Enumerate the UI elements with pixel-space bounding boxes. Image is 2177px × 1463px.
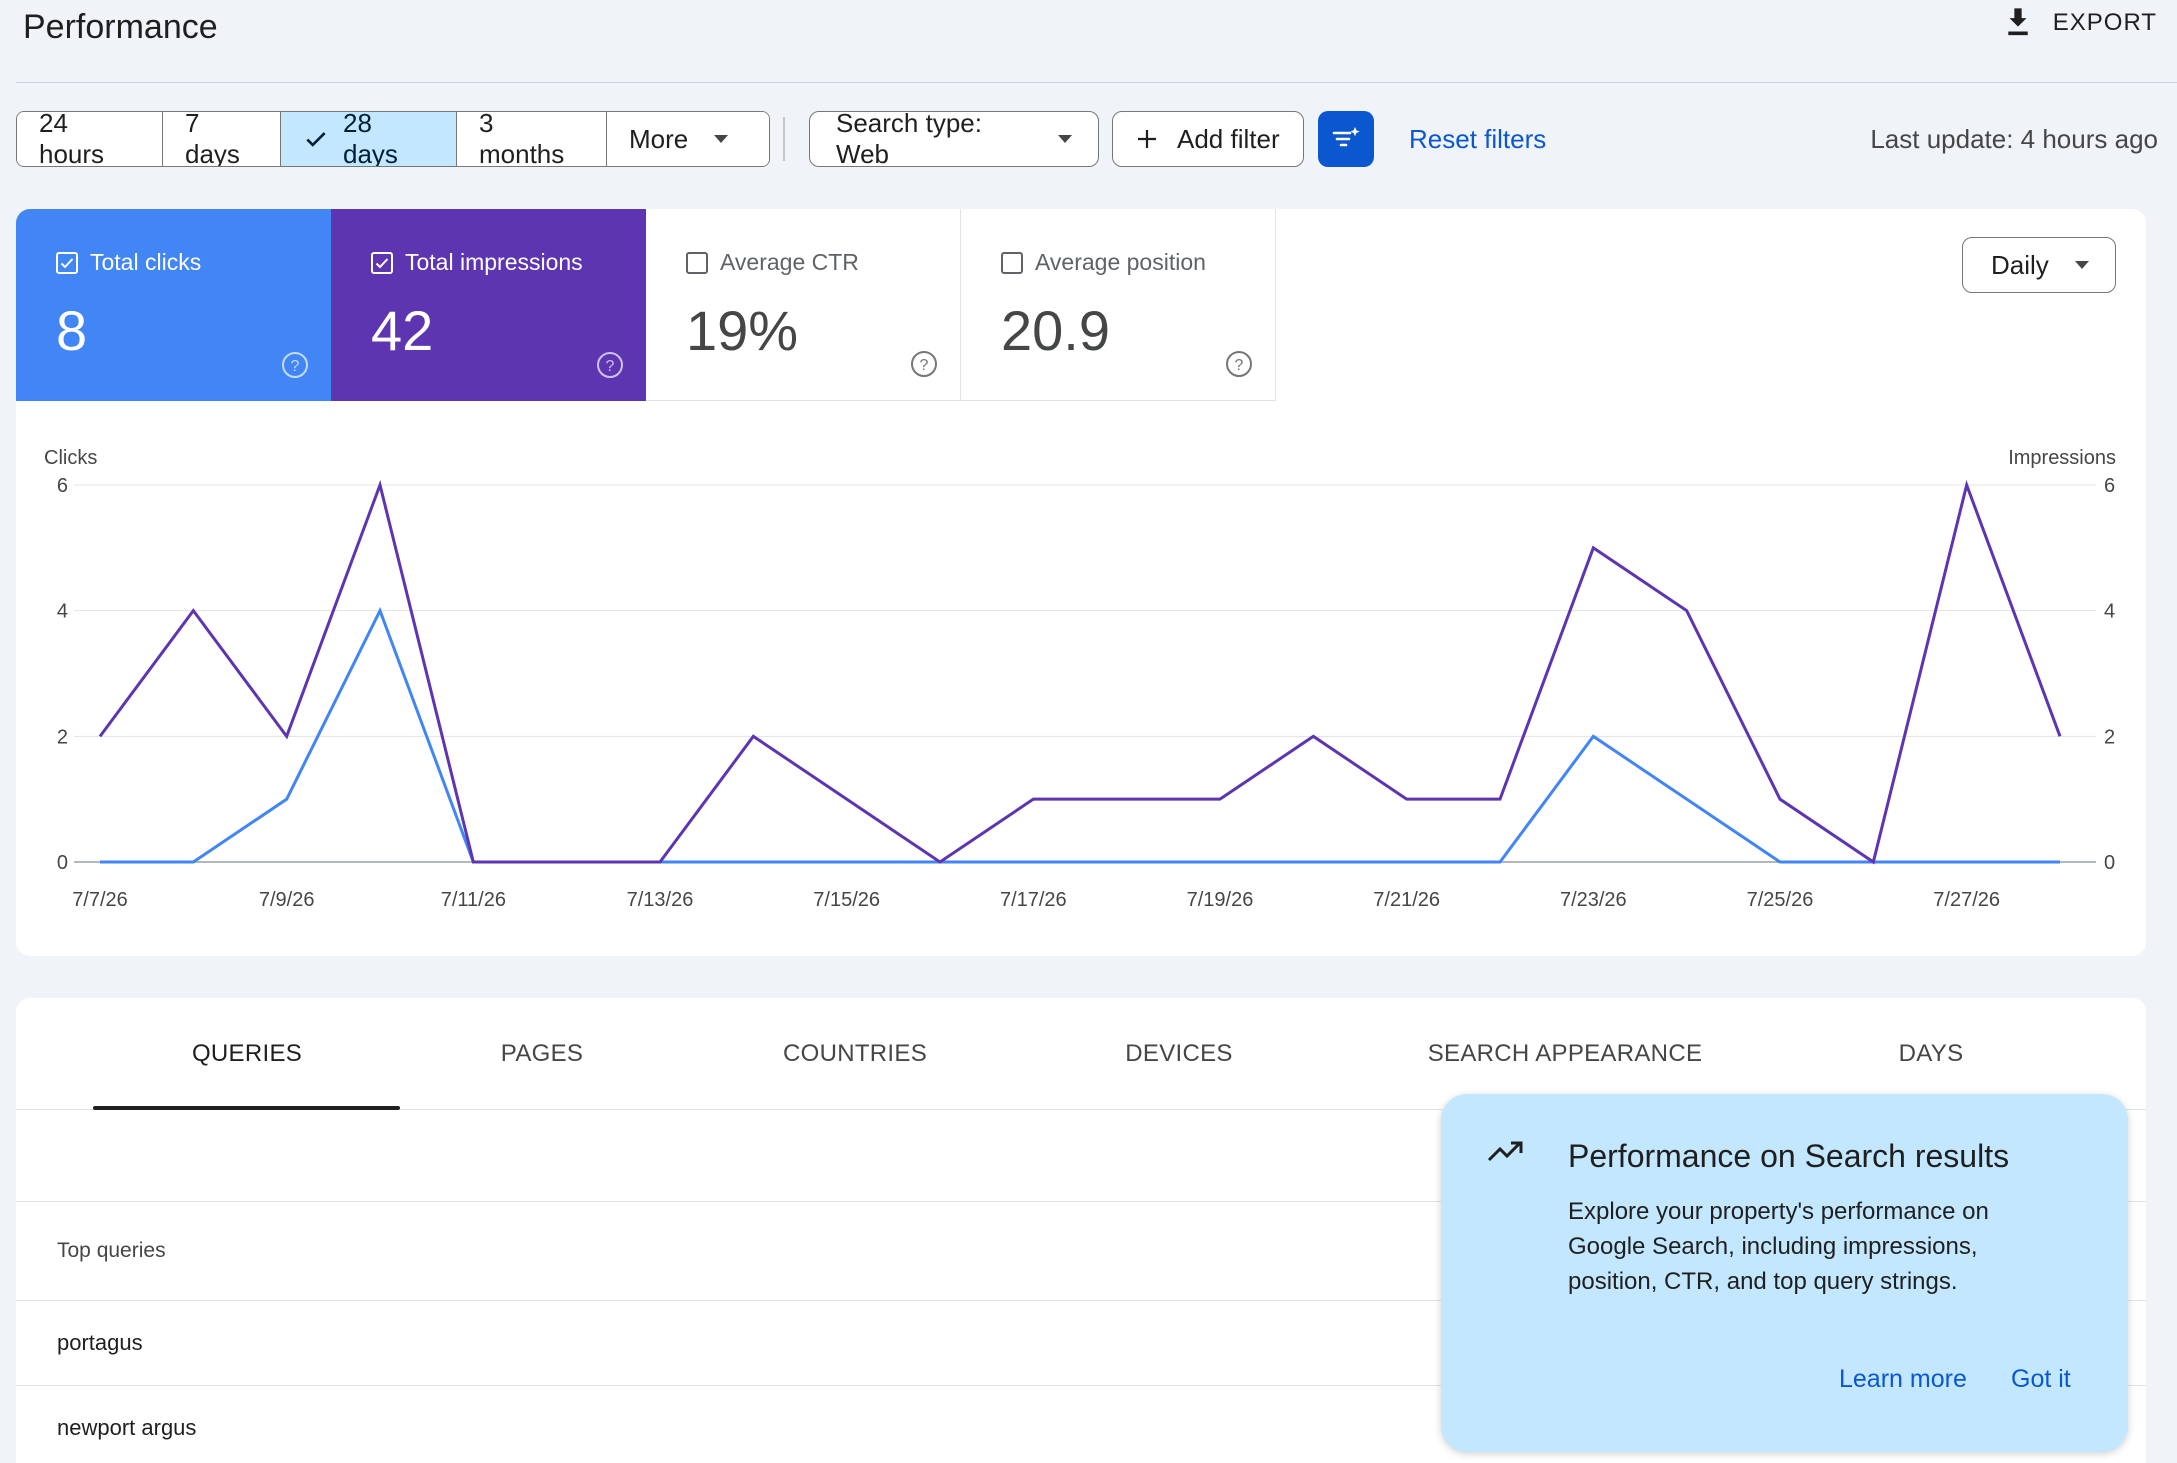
series-line-clicks xyxy=(100,606,2060,864)
performance-line-chart: Clicks Impressions 0 0 2 2 4 4 6 6 7/7/26 7/9/26… xyxy=(44,447,2116,911)
y-tick-label-right: 0 xyxy=(2104,852,2115,874)
x-tick-label: 7/27/26 xyxy=(1933,889,2000,911)
checkbox-checked-icon[interactable] xyxy=(371,251,393,274)
add-filter-button[interactable]: Add filter xyxy=(1112,111,1304,167)
y-tick-label-left: 6 xyxy=(57,475,68,497)
y-tick-label-left: 4 xyxy=(57,601,68,623)
x-tick-label: 7/15/26 xyxy=(813,889,880,911)
x-tick-label: 7/11/26 xyxy=(441,889,506,911)
plus-icon xyxy=(1138,130,1156,148)
metric-label: Total impressions xyxy=(405,249,583,275)
metric-label: Average position xyxy=(1035,249,1206,275)
x-tick-label: 7/7/26 xyxy=(72,889,128,911)
x-tick-label: 7/19/26 xyxy=(1187,889,1254,911)
table-row[interactable]: portagus xyxy=(57,1330,143,1355)
download-icon xyxy=(2008,8,2028,36)
x-tick-label: 7/23/26 xyxy=(1560,889,1627,911)
caret-down-icon xyxy=(2075,261,2089,269)
y-tick-label-left: 0 xyxy=(57,852,68,874)
feature-tip-popup: Performance on Search results Explore yo… xyxy=(1441,1094,2128,1452)
checkbox-unchecked-icon[interactable] xyxy=(1001,251,1023,274)
help-icon[interactable]: ? xyxy=(596,351,624,379)
dimension-tabs: QUERIES PAGES COUNTRIES DEVICES SEARCH A… xyxy=(16,998,2146,1110)
total-clicks-card[interactable]: Total clicks 8 ? xyxy=(16,209,331,401)
top-queries-header: Top queries xyxy=(57,1239,166,1262)
filter-sparkle-icon xyxy=(1332,127,1360,147)
range-28-days-button[interactable]: 28 days xyxy=(281,112,457,166)
date-range-selector: 24 hours 7 days 28 days 3 months More xyxy=(16,111,770,167)
page-title: Performance xyxy=(23,8,218,46)
learn-more-link[interactable]: Learn more xyxy=(1839,1365,1967,1393)
metric-value: 8 xyxy=(56,299,88,362)
row-divider xyxy=(16,1201,2146,1202)
x-tick-label: 7/25/26 xyxy=(1747,889,1814,911)
reset-filters-link[interactable]: Reset filters xyxy=(1409,124,1547,154)
metric-value: 20.9 xyxy=(1001,299,1110,362)
range-7-days-button[interactable]: 7 days xyxy=(163,112,281,166)
tab-queries[interactable]: QUERIES xyxy=(191,1040,303,1067)
right-axis-label: Impressions xyxy=(2008,447,2116,469)
y-tick-label-right: 2 xyxy=(2104,726,2115,748)
tab-days[interactable]: DAYS xyxy=(1898,1040,1964,1067)
check-icon xyxy=(306,132,326,147)
header-divider xyxy=(16,82,2177,83)
last-update-text: Last update: 4 hours ago xyxy=(1870,124,2158,154)
row-divider xyxy=(16,1385,2146,1386)
checkbox-unchecked-icon[interactable] xyxy=(686,251,708,274)
tab-pages[interactable]: PAGES xyxy=(500,1040,584,1067)
range-3-months-button[interactable]: 3 months xyxy=(457,112,607,166)
tab-search-appearance[interactable]: SEARCH APPEARANCE xyxy=(1427,1040,1703,1067)
page-header: Performance EXPORT xyxy=(0,0,2177,82)
help-icon[interactable]: ? xyxy=(910,350,938,378)
got-it-button[interactable]: Got it xyxy=(2011,1365,2071,1393)
series-line-impressions xyxy=(98,479,2062,865)
help-icon[interactable]: ? xyxy=(1225,350,1253,378)
tab-countries[interactable]: COUNTRIES xyxy=(782,1040,928,1067)
metric-label: Total clicks xyxy=(90,249,202,275)
svg-text:?: ? xyxy=(606,358,615,375)
tab-devices[interactable]: DEVICES xyxy=(1125,1040,1233,1067)
export-button[interactable]: EXPORT xyxy=(2003,6,2157,40)
caret-down-icon xyxy=(714,135,729,143)
average-ctr-card[interactable]: Average CTR 19% ? xyxy=(646,209,961,401)
y-tick-label-left: 2 xyxy=(57,726,68,748)
granularity-dropdown[interactable]: Daily xyxy=(1962,237,2116,293)
metric-value: 19% xyxy=(686,299,799,362)
left-axis-label: Clicks xyxy=(44,447,97,469)
svg-text:?: ? xyxy=(920,357,929,374)
x-tick-label: 7/21/26 xyxy=(1373,889,1440,911)
x-tick-label: 7/9/26 xyxy=(259,889,315,911)
toolbar-separator xyxy=(783,117,785,161)
checkbox-checked-icon[interactable] xyxy=(56,251,78,274)
svg-text:?: ? xyxy=(1235,357,1244,374)
popup-title: Performance on Search results xyxy=(1568,1138,2010,1174)
range-24-hours-button[interactable]: 24 hours xyxy=(17,112,163,166)
trending-up-icon xyxy=(1487,1141,1523,1162)
total-impressions-card[interactable]: Total impressions 42 ? xyxy=(331,209,646,401)
range-more-dropdown[interactable]: More xyxy=(607,112,769,166)
metric-value: 42 xyxy=(371,299,434,362)
svg-text:?: ? xyxy=(291,358,300,375)
search-type-dropdown[interactable]: Search type: Web xyxy=(809,108,1099,169)
table-row[interactable]: newport argus xyxy=(57,1415,197,1440)
metric-label: Average CTR xyxy=(720,249,859,275)
help-icon[interactable]: ? xyxy=(281,351,309,379)
y-tick-label-right: 4 xyxy=(2104,601,2115,623)
active-tab-indicator xyxy=(93,1106,400,1110)
popup-body: Explore your property's performance on G… xyxy=(1568,1198,1989,1295)
row-divider xyxy=(16,1300,2146,1301)
x-tick-label: 7/13/26 xyxy=(627,889,694,911)
filter-suggestions-button[interactable] xyxy=(1318,111,1374,167)
caret-down-icon xyxy=(1058,135,1072,143)
x-tick-label: 7/17/26 xyxy=(1000,889,1067,911)
y-tick-label-right: 6 xyxy=(2104,475,2115,497)
filter-toolbar: 24 hours 7 days 28 days 3 months More Se… xyxy=(16,108,2166,169)
export-label: EXPORT xyxy=(2052,9,2157,36)
average-position-card[interactable]: Average position 20.9 ? xyxy=(961,209,1276,401)
performance-chart-card: Total clicks 8 ? Total impressions 42 ? … xyxy=(16,209,2146,956)
